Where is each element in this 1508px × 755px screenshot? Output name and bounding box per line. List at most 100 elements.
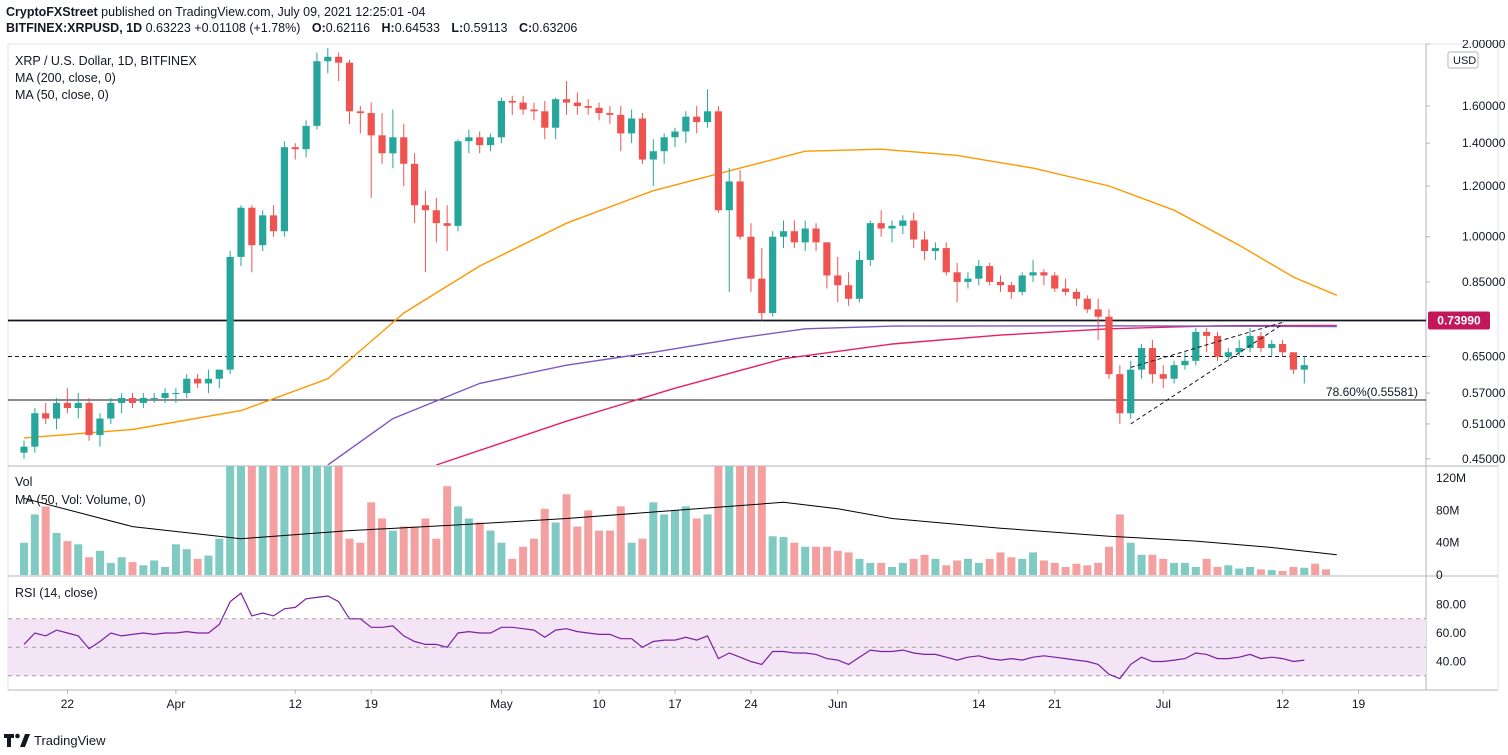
candle-body-35 [400,137,408,164]
candle-body-106 [1170,365,1178,379]
chart-canvas[interactable]: 2.00000 1.60000 1.40000 1.20000 1.00000 0.850… [0,40,1508,720]
legend-vol-title[interactable]: Vol [15,475,33,489]
volume-ma-line [23,497,1337,556]
volume-bar-81 [898,562,907,575]
time-tick-label-3: 19 [365,697,379,711]
volume-bar-46 [519,546,528,575]
candle-body-92 [1018,275,1026,292]
time-tick-label-6: 17 [668,697,682,711]
candle-body-103 [1137,348,1146,370]
volume-bar-71 [790,542,799,575]
volume-bar-37 [421,518,430,575]
candle-body-45 [508,100,516,103]
candle-body-17 [204,378,213,384]
candle-body-117 [1289,352,1298,370]
volume-bar-13 [161,566,170,575]
volume-bar-91 [1007,557,1016,575]
footer-brand[interactable]: TradingView [34,732,106,748]
rsi-tick-label-1: 60.00 [1436,626,1466,640]
volume-bar-27 [312,466,321,575]
candle-body-20 [237,207,245,257]
candle-body-18 [215,369,223,379]
price-tick-label-9: 0.45000 [1462,452,1506,466]
volume-bar-105 [1159,558,1168,575]
candle-body-23 [269,215,278,232]
volume-bar-25 [291,466,300,575]
legend-vol-ma[interactable]: MA (50, Vol: Volume, 0) [15,493,146,507]
candle-body-56 [628,118,636,134]
rsi-pane[interactable] [8,592,1426,680]
legend-rsi-title[interactable]: RSI (14, close) [15,586,98,600]
candle-body-85 [942,248,950,273]
tradingview-logo-icon[interactable] [4,732,30,748]
publish-line: CryptoFXStreet published on TradingView.… [6,4,577,20]
candle-body-70 [779,231,788,237]
volume-bar-36 [410,526,419,575]
candle-body-66 [736,181,744,237]
time-tick-label-1: Apr [167,697,186,711]
candle-body-96 [1062,288,1070,292]
axes: 2.00000 1.60000 1.40000 1.20000 1.00000 0.850… [61,40,1506,711]
volume-bar-47 [529,538,538,575]
price-tick-label-0: 2.00000 [1462,40,1506,51]
volume-bar-35 [399,526,408,575]
volume-bar-20 [237,466,245,575]
volume-bar-38 [432,538,441,575]
time-tick-label-9: 14 [972,697,986,711]
volume-tick-label-0: 120M [1436,471,1466,485]
volume-bar-84 [931,558,940,575]
volume-bar-3 [52,533,61,575]
candle-body-50 [562,99,571,103]
legend-ma50[interactable]: MA (50, close, 0) [15,88,109,102]
legend-symbol-title[interactable]: XRP / U.S. Dollar, 1D, BITFINEX [15,54,197,68]
rsi-tick-label-2: 40.00 [1436,655,1466,669]
legend-ma200[interactable]: MA (200, close, 0) [15,71,116,85]
volume-bar-104 [1148,554,1157,575]
candle-body-28 [324,56,332,62]
quote-line: BITFINEX:XRPUSD, 1D 0.63223 +0.01108 (+1… [6,20,577,36]
candle-body-88 [975,266,983,279]
publisher-name[interactable]: CryptoFXStreet [6,5,98,19]
volume-bar-100 [1105,546,1113,575]
volume-bar-61 [681,506,690,575]
volume-bar-11 [139,565,148,575]
candle-body-33 [378,135,386,154]
candle-body-94 [1040,272,1048,276]
rsi-line [23,592,1305,680]
time-tick-label-13: 19 [1352,697,1366,711]
candle-body-91 [1007,285,1015,292]
candle-body-59 [660,137,668,152]
volume-pane[interactable] [20,268,1337,575]
volume-bar-98 [1083,565,1092,575]
candle-body-52 [584,106,592,108]
candle-body-22 [259,215,267,246]
candle-body-112 [1235,348,1243,353]
candle-body-83 [920,239,929,251]
volume-bar-21 [247,466,256,575]
volume-bar-66 [736,466,745,575]
price-pane[interactable] [8,48,1426,465]
candle-body-9 [118,397,126,403]
volume-bar-113 [1246,566,1255,575]
volume-bar-19 [226,466,235,575]
volume-bar-82 [909,558,918,575]
price-tick-label-6: 0.65000 [1462,350,1506,364]
volume-tick-label-1: 80M [1436,503,1459,517]
candle-body-93 [1029,272,1037,276]
candle-body-107 [1181,360,1189,366]
volume-bar-44 [497,542,506,575]
chart-header: CryptoFXStreet published on TradingView.… [6,4,577,36]
volume-bar-110 [1213,566,1222,575]
candle-body-64 [714,111,722,211]
open-label: O: [311,21,326,35]
candle-body-0 [20,446,28,453]
volume-bar-45 [508,558,517,575]
volume-bar-78 [866,562,875,575]
candle-body-10 [128,397,137,403]
volume-bar-7 [95,550,104,575]
candle-body-71 [790,231,798,243]
volume-bar-86 [953,560,962,575]
price-tick-label-2: 1.40000 [1462,136,1506,150]
volume-bar-92 [1018,558,1027,575]
candle-body-115 [1268,343,1276,349]
